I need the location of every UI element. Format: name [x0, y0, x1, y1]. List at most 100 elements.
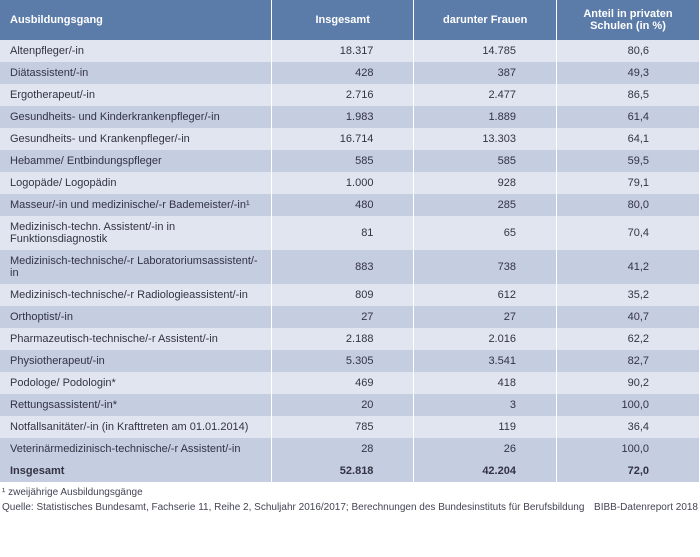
cell-women: 418 [414, 372, 557, 394]
cell-label: Veterinärmedizinisch-technische/-r Assis… [0, 438, 271, 460]
cell-pct: 62,2 [556, 328, 699, 350]
source-text: Quelle: Statistisches Bundesamt, Fachser… [2, 502, 584, 513]
cell-women: 13.303 [414, 128, 557, 150]
total-row: Insgesamt52.81842.20472,0 [0, 460, 700, 482]
cell-total: 18.317 [271, 40, 414, 62]
header-col-anteil: Anteil in privaten Schulen (in %) [556, 0, 699, 40]
cell-women: 585 [414, 150, 557, 172]
cell-pct: 82,7 [556, 350, 699, 372]
cell-total: 5.305 [271, 350, 414, 372]
total-cell-pct: 72,0 [556, 460, 699, 482]
cell-women: 387 [414, 62, 557, 84]
header-col-ausbildungsgang: Ausbildungsgang [0, 0, 271, 40]
header-row: Ausbildungsgang Insgesamt darunter Fraue… [0, 0, 700, 40]
cell-total: 2.188 [271, 328, 414, 350]
cell-pct: 41,2 [556, 250, 699, 284]
cell-label: Medizinisch-technische/-r Laboratoriumsa… [0, 250, 271, 284]
total-cell-label: Insgesamt [0, 460, 271, 482]
cell-women: 285 [414, 194, 557, 216]
cell-women: 3.541 [414, 350, 557, 372]
cell-total: 480 [271, 194, 414, 216]
cell-total: 883 [271, 250, 414, 284]
cell-pct: 59,5 [556, 150, 699, 172]
table-row: Logopäde/ Logopädin1.00092879,1 [0, 172, 700, 194]
cell-women: 2.477 [414, 84, 557, 106]
cell-pct: 40,7 [556, 306, 699, 328]
header-col-insgesamt: Insgesamt [271, 0, 414, 40]
cell-women: 612 [414, 284, 557, 306]
cell-label: Altenpfleger/-in [0, 40, 271, 62]
cell-label: Ergotherapeut/-in [0, 84, 271, 106]
cell-total: 428 [271, 62, 414, 84]
cell-total: 27 [271, 306, 414, 328]
cell-total: 20 [271, 394, 414, 416]
cell-label: Pharmazeutisch-technische/-r Assistent/-… [0, 328, 271, 350]
cell-women: 3 [414, 394, 557, 416]
cell-pct: 86,5 [556, 84, 699, 106]
footnote: ¹ zweijährige Ausbildungsgänge [0, 482, 700, 502]
cell-women: 26 [414, 438, 557, 460]
table-row: Hebamme/ Entbindungspfleger58558559,5 [0, 150, 700, 172]
cell-pct: 70,4 [556, 216, 699, 250]
cell-label: Rettungsassistent/-in* [0, 394, 271, 416]
total-cell-women: 42.204 [414, 460, 557, 482]
table-row: Pharmazeutisch-technische/-r Assistent/-… [0, 328, 700, 350]
header-col-frauen: darunter Frauen [414, 0, 557, 40]
cell-pct: 35,2 [556, 284, 699, 306]
table-row: Orthoptist/-in272740,7 [0, 306, 700, 328]
cell-label: Logopäde/ Logopädin [0, 172, 271, 194]
cell-total: 28 [271, 438, 414, 460]
table-row: Ergotherapeut/-in2.7162.47786,5 [0, 84, 700, 106]
cell-pct: 100,0 [556, 438, 699, 460]
cell-total: 16.714 [271, 128, 414, 150]
cell-label: Medizinisch-techn. Assistent/-in in Funk… [0, 216, 271, 250]
table-row: Rettungsassistent/-in*203100,0 [0, 394, 700, 416]
cell-pct: 80,0 [556, 194, 699, 216]
cell-label: Orthoptist/-in [0, 306, 271, 328]
cell-label: Notfallsanitäter/-in (in Krafttreten am … [0, 416, 271, 438]
table-row: Medizinisch-technische/-r Radiologieassi… [0, 284, 700, 306]
source-line: Quelle: Statistisches Bundesamt, Fachser… [0, 502, 700, 517]
cell-women: 14.785 [414, 40, 557, 62]
cell-label: Hebamme/ Entbindungspfleger [0, 150, 271, 172]
training-table: Ausbildungsgang Insgesamt darunter Fraue… [0, 0, 700, 482]
cell-label: Podologe/ Podologin* [0, 372, 271, 394]
cell-women: 119 [414, 416, 557, 438]
table-row: Medizinisch-technische/-r Laboratoriumsa… [0, 250, 700, 284]
table-row: Medizinisch-techn. Assistent/-in in Funk… [0, 216, 700, 250]
cell-women: 1.889 [414, 106, 557, 128]
cell-total: 1.000 [271, 172, 414, 194]
table-row: Altenpfleger/-in18.31714.78580,6 [0, 40, 700, 62]
cell-women: 928 [414, 172, 557, 194]
cell-pct: 61,4 [556, 106, 699, 128]
table-row: Physiotherapeut/-in5.3053.54182,7 [0, 350, 700, 372]
cell-label: Gesundheits- und Krankenpfleger/-in [0, 128, 271, 150]
cell-label: Gesundheits- und Kinderkrankenpfleger/-i… [0, 106, 271, 128]
cell-women: 2.016 [414, 328, 557, 350]
cell-pct: 36,4 [556, 416, 699, 438]
cell-pct: 64,1 [556, 128, 699, 150]
table-body: Altenpfleger/-in18.31714.78580,6Diätassi… [0, 40, 700, 482]
cell-total: 809 [271, 284, 414, 306]
cell-women: 738 [414, 250, 557, 284]
cell-pct: 80,6 [556, 40, 699, 62]
cell-total: 469 [271, 372, 414, 394]
cell-pct: 79,1 [556, 172, 699, 194]
cell-label: Diätassistent/-in [0, 62, 271, 84]
report-text: BIBB-Datenreport 2018 [594, 502, 698, 513]
cell-total: 1.983 [271, 106, 414, 128]
cell-pct: 90,2 [556, 372, 699, 394]
table-row: Veterinärmedizinisch-technische/-r Assis… [0, 438, 700, 460]
cell-total: 785 [271, 416, 414, 438]
cell-women: 65 [414, 216, 557, 250]
cell-label: Physiotherapeut/-in [0, 350, 271, 372]
table-row: Podologe/ Podologin*46941890,2 [0, 372, 700, 394]
cell-women: 27 [414, 306, 557, 328]
table-row: Notfallsanitäter/-in (in Krafttreten am … [0, 416, 700, 438]
table-row: Gesundheits- und Kinderkrankenpfleger/-i… [0, 106, 700, 128]
cell-pct: 49,3 [556, 62, 699, 84]
table-row: Diätassistent/-in42838749,3 [0, 62, 700, 84]
cell-total: 2.716 [271, 84, 414, 106]
table-row: Masseur/-in und medizinische/-r Bademeis… [0, 194, 700, 216]
cell-total: 585 [271, 150, 414, 172]
